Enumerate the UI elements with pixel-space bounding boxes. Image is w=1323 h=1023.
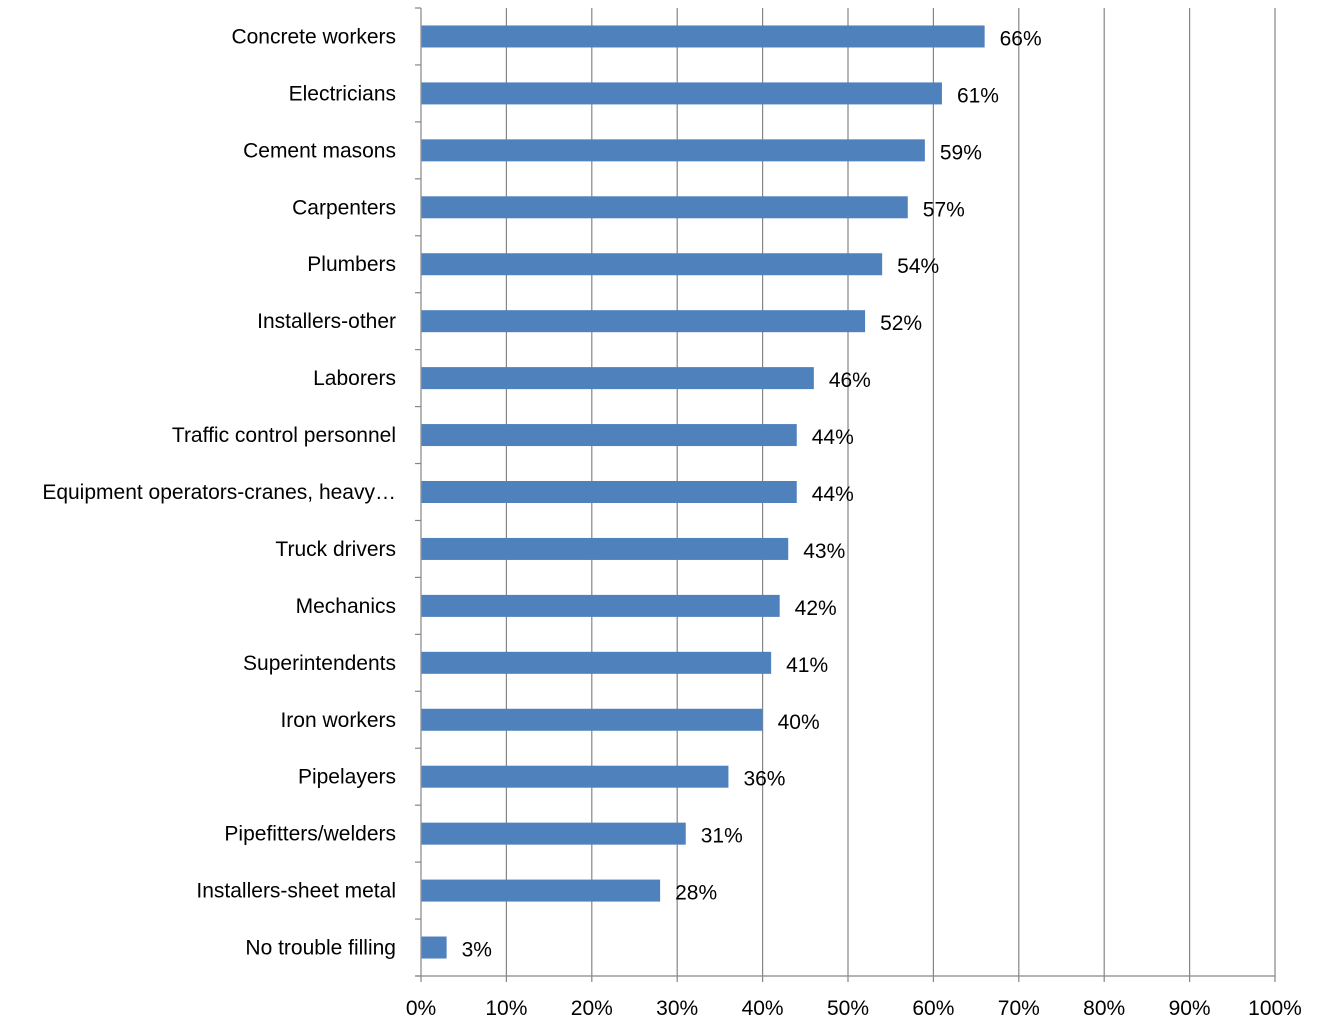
bar bbox=[421, 822, 686, 845]
bar bbox=[421, 82, 942, 105]
category-label: Traffic control personnel bbox=[172, 424, 396, 447]
bar bbox=[421, 196, 908, 219]
x-tick-label: 80% bbox=[1083, 997, 1125, 1020]
data-label: 52% bbox=[880, 312, 922, 335]
x-tick-label: 20% bbox=[571, 997, 613, 1020]
bar bbox=[421, 424, 797, 447]
category-label: Plumbers bbox=[307, 253, 396, 276]
data-label: 36% bbox=[743, 768, 785, 791]
data-label: 28% bbox=[675, 882, 717, 905]
data-label: 43% bbox=[803, 540, 845, 563]
category-label: Truck drivers bbox=[275, 538, 396, 561]
bar bbox=[421, 708, 763, 731]
x-tick-label: 10% bbox=[485, 997, 527, 1020]
x-tick-label: 50% bbox=[827, 997, 869, 1020]
data-label: 46% bbox=[829, 369, 871, 392]
category-label: Electricians bbox=[289, 82, 396, 105]
bar bbox=[421, 310, 866, 333]
data-label: 57% bbox=[923, 198, 965, 221]
x-tick-label: 0% bbox=[406, 997, 436, 1020]
data-label: 41% bbox=[786, 654, 828, 677]
labels: 0% 10% 20% 30% 40% 50% 60% 70% 80% 90% 100% Concret… bbox=[42, 25, 1302, 1020]
x-tick-label: 30% bbox=[656, 997, 698, 1020]
bar bbox=[421, 879, 661, 902]
bar bbox=[421, 25, 985, 48]
category-label: Iron workers bbox=[280, 709, 396, 732]
category-label: Superintendents bbox=[243, 652, 396, 675]
data-label: 31% bbox=[701, 825, 743, 848]
x-tick-label: 60% bbox=[912, 997, 954, 1020]
x-tick-label: 70% bbox=[998, 997, 1040, 1020]
x-tick-label: 40% bbox=[742, 997, 784, 1020]
category-label: Pipelayers bbox=[298, 766, 396, 789]
bar bbox=[421, 481, 797, 503]
data-label: 3% bbox=[462, 939, 492, 962]
data-label: 66% bbox=[1000, 27, 1042, 50]
bar bbox=[421, 253, 883, 276]
data-label: 42% bbox=[795, 597, 837, 620]
x-tick-label: 100% bbox=[1248, 997, 1302, 1020]
grid-lines bbox=[505, 8, 1276, 976]
data-label: 54% bbox=[897, 255, 939, 278]
category-label: Pipefitters/welders bbox=[224, 823, 396, 846]
x-tick-label: 90% bbox=[1169, 997, 1211, 1020]
category-label: Cement masons bbox=[243, 139, 396, 162]
bar bbox=[421, 139, 925, 162]
bar bbox=[421, 537, 789, 560]
category-label: Mechanics bbox=[296, 595, 396, 618]
category-label: Equipment operators-cranes, heavy… bbox=[42, 481, 396, 504]
data-label: 61% bbox=[957, 84, 999, 107]
data-label: 59% bbox=[940, 141, 982, 164]
data-label: 44% bbox=[812, 483, 854, 506]
bar bbox=[421, 765, 729, 788]
bar bbox=[421, 936, 447, 959]
axes bbox=[415, 7, 1276, 982]
category-label: Installers-other bbox=[257, 310, 396, 333]
bar bbox=[421, 651, 772, 674]
bar bbox=[421, 367, 814, 390]
category-label: No trouble filling bbox=[245, 937, 396, 960]
bars bbox=[421, 25, 985, 959]
category-label: Laborers bbox=[313, 367, 396, 390]
bar bbox=[421, 594, 780, 617]
category-label: Concrete workers bbox=[231, 25, 396, 48]
category-label: Carpenters bbox=[292, 196, 396, 219]
data-label: 40% bbox=[778, 711, 820, 734]
category-label: Installers-sheet metal bbox=[196, 880, 396, 903]
data-label: 44% bbox=[812, 426, 854, 449]
